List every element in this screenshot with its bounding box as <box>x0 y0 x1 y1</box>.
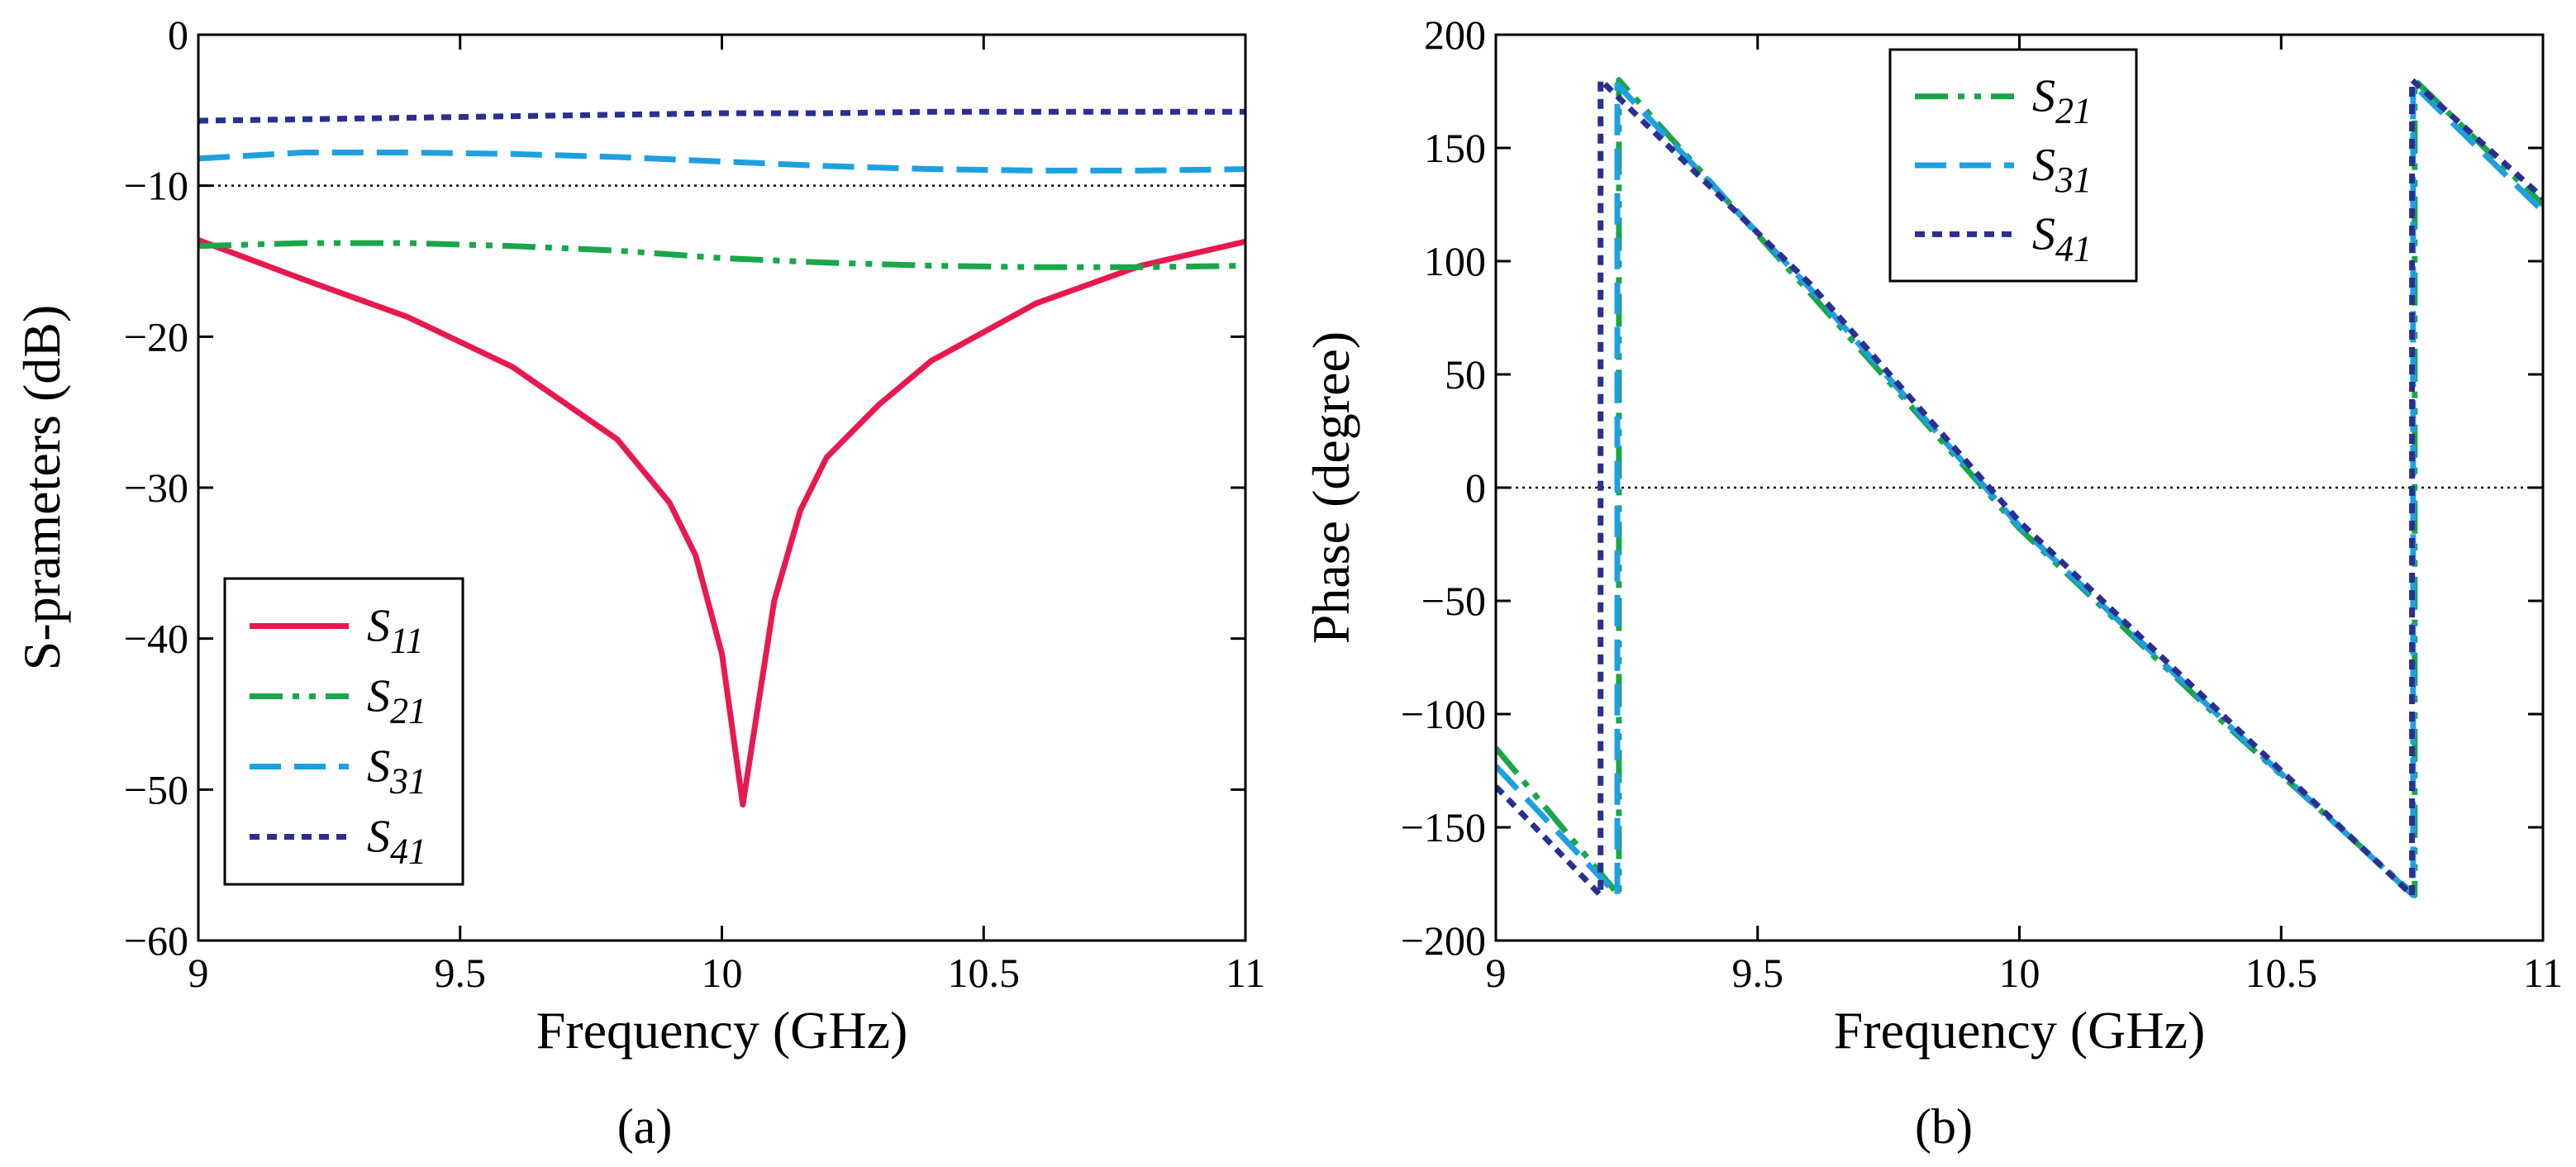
legend-box <box>223 577 464 886</box>
series-s41-line <box>198 108 1245 124</box>
x-axis-title: Frequency (GHz) <box>536 1001 908 1060</box>
y-tick-label: 0 <box>1465 464 1486 511</box>
series-s11-line <box>198 237 1245 808</box>
x-tick-label: 11 <box>1226 950 1265 996</box>
y-tick-label: 50 <box>1445 351 1486 398</box>
y-tick-label: 150 <box>1424 125 1486 171</box>
panel-b: 9 9.5 10 10.5 11 200 150 100 50 0 −50 −100 −150 −200 F… <box>1302 12 2563 1154</box>
legend-label-s11: S11 <box>367 601 424 661</box>
x-tick-label: 10.5 <box>948 950 1021 996</box>
legend-label-s31: S31 <box>2032 140 2092 200</box>
y-tick-label: −100 <box>1401 691 1486 737</box>
legend-label-s41: S41 <box>367 812 426 872</box>
y-tick-label: −200 <box>1401 917 1486 964</box>
panel-caption: (a) <box>617 1099 673 1154</box>
legend-label-s21: S21 <box>2032 71 2092 131</box>
y-tick-label: 0 <box>168 12 188 58</box>
x-axis-title: Frequency (GHz) <box>1834 1001 2206 1060</box>
y-axis-title: S-prameters (dB) <box>12 305 71 671</box>
y-tick-label: −20 <box>124 313 188 360</box>
y-tick-label: 200 <box>1424 12 1486 58</box>
y-tick-label: −10 <box>124 163 188 209</box>
series-s41-line <box>1496 77 2543 898</box>
legend: S11 S21 S31 S41 <box>223 577 464 886</box>
legend-label-s31: S31 <box>367 741 426 802</box>
series-s21-line <box>198 240 1245 270</box>
x-tick-label: 9.5 <box>1732 950 1784 996</box>
panel-a: 9 9.5 10 10.5 11 0 −10 −20 −30 −40 −50 −60 Frequency… <box>12 12 1265 1154</box>
y-axis-title: Phase (degree) <box>1302 331 1360 644</box>
y-tick-label: −50 <box>1421 578 1486 624</box>
legend: S21 S31 S41 <box>1888 48 2138 283</box>
y-tick-label: −60 <box>124 917 188 964</box>
y-tick-label: −150 <box>1401 804 1486 850</box>
legend-label-s21: S21 <box>367 671 426 731</box>
y-tick-label: 100 <box>1424 238 1486 284</box>
panel-caption: (b) <box>1915 1099 1973 1154</box>
x-tick-label: 9 <box>188 950 209 996</box>
y-tick-label: −30 <box>124 464 188 511</box>
x-tick-label: 9.5 <box>435 950 487 996</box>
x-tick-label: 10.5 <box>2245 950 2318 996</box>
x-tick-label: 9 <box>1486 950 1507 996</box>
legend-label-s41: S41 <box>2032 208 2092 269</box>
y-tick-label: −50 <box>124 766 188 812</box>
x-tick-label: 10 <box>702 950 743 996</box>
x-tick-label: 10 <box>1999 950 2040 996</box>
y-tick-label: −40 <box>124 616 188 662</box>
x-tick-label: 11 <box>2523 950 2563 996</box>
series-s31-line <box>1496 81 2543 898</box>
series-s31-line <box>198 150 1245 174</box>
